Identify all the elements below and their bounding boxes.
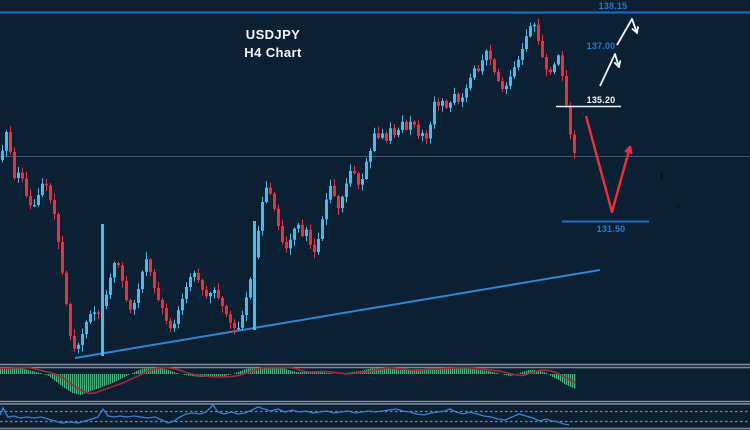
macd-signal-line [0,366,576,395]
price-label-131-50: 131.50 [596,224,626,234]
chart-title: USDJPY H4 Chart [244,26,301,62]
price-label-138-15: 138.15 [598,1,628,11]
ascending-trendline [74,269,601,359]
price-label-135-20: 135.20 [586,95,616,105]
chart-title-timeframe: H4 Chart [244,45,302,60]
oscillator-line [0,403,570,426]
chart-title-symbol: USDJPY [245,27,301,42]
price-label-137-00: 137.00 [586,41,616,51]
